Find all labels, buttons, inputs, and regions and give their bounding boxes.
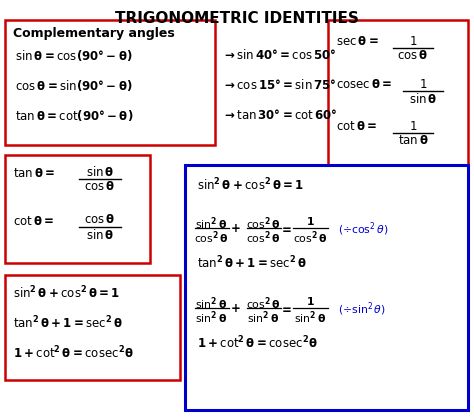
Text: $\mathbf{\sin^2\theta}$: $\mathbf{\sin^2\theta}$ xyxy=(195,215,227,231)
FancyBboxPatch shape xyxy=(5,275,180,380)
Text: $\mathbf{\sin\theta}$: $\mathbf{\sin\theta}$ xyxy=(86,165,114,179)
Text: $\mathbf{\cos\theta}$: $\mathbf{\cos\theta}$ xyxy=(397,49,428,62)
Text: $\mathbf{1}$: $\mathbf{1}$ xyxy=(306,215,314,227)
Text: 1: 1 xyxy=(409,120,417,133)
Text: $\mathbf{+}$: $\mathbf{+}$ xyxy=(230,222,240,235)
Text: $\mathbf{\cos^2\theta}$: $\mathbf{\cos^2\theta}$ xyxy=(246,229,281,246)
Text: $\mathbf{\rightarrow\cos 15°=\sin 75°}$: $\mathbf{\rightarrow\cos 15°=\sin 75°}$ xyxy=(222,78,337,92)
Text: $\mathbf{\tan^2\theta + 1 = \sec^2\theta}$: $\mathbf{\tan^2\theta + 1 = \sec^2\theta… xyxy=(13,315,123,332)
Text: TRIGONOMETRIC IDENTITIES: TRIGONOMETRIC IDENTITIES xyxy=(115,11,359,26)
Text: $\mathbf{\tan\theta}$: $\mathbf{\tan\theta}$ xyxy=(398,134,428,147)
Text: $\mathbf{\sin^2\theta}$: $\mathbf{\sin^2\theta}$ xyxy=(247,309,279,326)
Text: $\mathbf{\cos\theta = \sin(90°-\theta)}$: $\mathbf{\cos\theta = \sin(90°-\theta)}$ xyxy=(15,78,132,93)
Text: $\mathbf{\tan\theta = \cot(90°-\theta)}$: $\mathbf{\tan\theta = \cot(90°-\theta)}$ xyxy=(15,108,133,123)
Text: $\mathbf{\cos^2\theta}$: $\mathbf{\cos^2\theta}$ xyxy=(292,229,328,246)
Text: $\mathbf{\sin^2\theta}$: $\mathbf{\sin^2\theta}$ xyxy=(294,309,326,326)
Text: $\mathbf{\tan\theta =}$: $\mathbf{\tan\theta =}$ xyxy=(13,167,55,180)
Text: $\mathbf{\rightarrow\sin 40°=\cos 50°}$: $\mathbf{\rightarrow\sin 40°=\cos 50°}$ xyxy=(222,48,337,62)
Text: $\mathbf{1 + \cot^2\theta = \text{cosec}^2\theta}$: $\mathbf{1 + \cot^2\theta = \text{cosec}… xyxy=(197,335,318,352)
Text: 1: 1 xyxy=(409,35,417,48)
Text: $\mathbf{\sin\theta}$: $\mathbf{\sin\theta}$ xyxy=(86,228,114,242)
Text: $\mathbf{\sec\theta =}$: $\mathbf{\sec\theta =}$ xyxy=(336,35,379,48)
Text: $\mathbf{\sin^2\theta + \cos^2\theta = 1}$: $\mathbf{\sin^2\theta + \cos^2\theta = 1… xyxy=(197,177,304,194)
FancyBboxPatch shape xyxy=(328,20,468,170)
Text: $\mathbf{\cot\theta =}$: $\mathbf{\cot\theta =}$ xyxy=(336,120,377,133)
Text: $\mathbf{=}$: $\mathbf{=}$ xyxy=(279,302,292,315)
Text: $\mathbf{\sin\theta}$: $\mathbf{\sin\theta}$ xyxy=(409,92,437,106)
Text: $\mathbf{\cos^2\theta}$: $\mathbf{\cos^2\theta}$ xyxy=(193,229,228,246)
Text: $\mathbf{\text{cosec}\,\theta =}$: $\mathbf{\text{cosec}\,\theta =}$ xyxy=(336,78,392,91)
FancyBboxPatch shape xyxy=(5,20,215,145)
Text: $\mathbf{=}$: $\mathbf{=}$ xyxy=(279,222,292,235)
Text: $\mathbf{\sin^2\theta}$: $\mathbf{\sin^2\theta}$ xyxy=(195,295,227,312)
Text: $\mathbf{\sin^2\theta + \cos^2\theta = 1}$: $\mathbf{\sin^2\theta + \cos^2\theta = 1… xyxy=(13,285,120,302)
Text: $\mathbf{\tan^2\theta + 1 = \sec^2\theta}$: $\mathbf{\tan^2\theta + 1 = \sec^2\theta… xyxy=(197,255,307,272)
Text: $\mathbf{1}$: $\mathbf{1}$ xyxy=(306,295,314,307)
Text: $\mathbf{+}$: $\mathbf{+}$ xyxy=(230,302,240,315)
FancyBboxPatch shape xyxy=(185,165,468,410)
Text: $\mathbf{\sin^2\theta}$: $\mathbf{\sin^2\theta}$ xyxy=(195,309,227,326)
Text: $\mathbf{1 + \cot^2\theta = \text{cosec}^2\theta}$: $\mathbf{1 + \cot^2\theta = \text{cosec}… xyxy=(13,345,134,362)
Text: $\mathbf{\cos\theta}$: $\mathbf{\cos\theta}$ xyxy=(84,213,116,226)
Text: $\mathbf{\rightarrow\tan 30°=\cot 60°}$: $\mathbf{\rightarrow\tan 30°=\cot 60°}$ xyxy=(222,108,337,122)
Text: $(\div\sin^2\theta)$: $(\div\sin^2\theta)$ xyxy=(338,300,386,318)
Text: $\mathbf{\cot\theta =}$: $\mathbf{\cot\theta =}$ xyxy=(13,215,54,228)
Text: $(\div\cos^2\theta)$: $(\div\cos^2\theta)$ xyxy=(338,220,389,238)
Text: $\mathbf{\cos^2\theta}$: $\mathbf{\cos^2\theta}$ xyxy=(246,215,281,231)
Text: $\mathbf{\cos^2\theta}$: $\mathbf{\cos^2\theta}$ xyxy=(246,295,281,312)
FancyBboxPatch shape xyxy=(5,155,150,263)
Text: 1: 1 xyxy=(419,78,427,91)
Text: $\mathbf{\sin\theta = \cos(90°-\theta)}$: $\mathbf{\sin\theta = \cos(90°-\theta)}$ xyxy=(15,48,132,63)
Text: $\mathbf{\cos\theta}$: $\mathbf{\cos\theta}$ xyxy=(84,180,116,193)
Text: Complementary angles: Complementary angles xyxy=(13,27,175,40)
